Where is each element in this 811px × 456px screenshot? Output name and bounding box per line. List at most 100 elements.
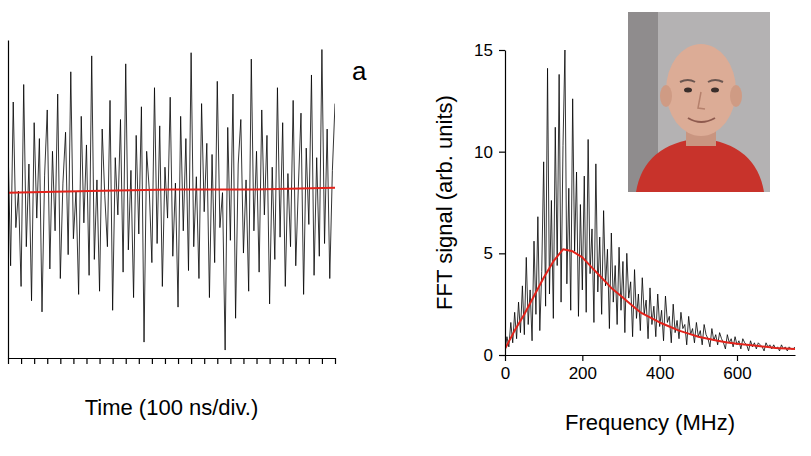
x-tick [21, 358, 22, 364]
x-tick-mark [309, 358, 310, 364]
x-tick [86, 358, 87, 364]
panel: Time (100 ns/div.) a [8, 41, 367, 421]
x-tick [8, 358, 9, 364]
x-tick-mark [660, 355, 661, 361]
signal-line [8, 50, 335, 351]
x-tick-mark [165, 358, 166, 364]
y-tick-label: 5 [484, 244, 493, 263]
x-tick-mark [256, 358, 257, 364]
y-tick-mark [499, 355, 505, 356]
x-tick [217, 358, 218, 364]
y-axis [8, 41, 9, 359]
x-tick [34, 358, 35, 364]
x-tick: 400 [646, 355, 674, 383]
x-tick [283, 358, 284, 364]
x-tick-mark [335, 358, 336, 364]
x-tick [152, 358, 153, 364]
x-tick [204, 358, 205, 364]
inset-photo [628, 12, 770, 192]
x-tick-mark [217, 358, 218, 364]
y-axis-line [505, 51, 506, 356]
x-axis-line [9, 358, 336, 359]
x-tick [322, 358, 323, 364]
chart-root: Time (100 ns/div.) a 0 200 400 600 0 5 10 15 Frequ… [0, 0, 811, 456]
x-tick-mark [230, 358, 231, 364]
x-tick-mark [86, 358, 87, 364]
x-tick-label: 600 [723, 364, 751, 383]
x-tick: 600 [723, 355, 751, 383]
y-tick-mark [499, 253, 505, 254]
x-tick [60, 358, 61, 364]
x-tick [139, 358, 140, 364]
x-tick-mark [737, 355, 738, 361]
x-tick-mark [178, 358, 179, 364]
x-tick [296, 358, 297, 364]
x-tick-mark [126, 358, 127, 364]
photo-nose [698, 92, 705, 109]
x-axis [9, 358, 336, 364]
x-tick-mark [204, 358, 205, 364]
x-tick-mark [73, 358, 74, 364]
x-tick-mark [582, 355, 583, 361]
photo-background [628, 12, 770, 192]
y-tick: 15 [474, 41, 505, 60]
x-tick-label: 400 [646, 364, 674, 383]
x-tick-label: 200 [569, 364, 597, 383]
x-tick [178, 358, 179, 364]
x-tick-mark [139, 358, 140, 364]
y-tick: 10 [474, 143, 505, 162]
x-tick-mark [60, 358, 61, 364]
y-tick-mark [499, 152, 505, 153]
photo-head [666, 44, 736, 136]
smoothed-line [505, 249, 795, 349]
y-axis-line [8, 41, 9, 359]
x-tick [257, 358, 258, 364]
x-axis: 0 200 400 600 [501, 355, 796, 383]
x-tick [73, 358, 74, 364]
panel: 0 200 400 600 0 5 10 15 Frequency (MHz) FFT signa… [432, 12, 796, 435]
x-tick [47, 358, 48, 364]
photo-mouth [688, 118, 715, 122]
x-tick-mark [191, 358, 192, 364]
x-tick [309, 358, 310, 364]
y-tick-label: 10 [474, 143, 493, 162]
chart-svg: Time (100 ns/div.) a 0 200 400 600 0 5 10 15 Frequ… [0, 0, 811, 456]
x-tick [165, 358, 166, 364]
x-tick [100, 358, 101, 364]
x-tick [243, 358, 244, 364]
x-tick-mark [21, 358, 22, 364]
x-tick-mark [322, 358, 323, 364]
x-tick-mark [270, 358, 271, 364]
x-tick: 0 [501, 355, 510, 383]
x-tick [126, 358, 127, 364]
x-axis-title: Time (100 ns/div.) [85, 395, 259, 420]
x-tick [270, 358, 271, 364]
x-tick-mark [47, 358, 48, 364]
x-tick-mark [99, 358, 100, 364]
x-tick-mark [8, 358, 9, 364]
y-tick-label: 15 [474, 41, 493, 60]
x-axis-line [506, 355, 796, 356]
x-tick-mark [152, 358, 153, 364]
y-tick-label: 0 [484, 346, 493, 365]
y-axis: 0 5 10 15 [474, 41, 505, 365]
x-tick-mark [113, 358, 114, 364]
x-tick-mark [34, 358, 35, 364]
y-axis-title: FFT signal (arb. units) [432, 95, 457, 310]
x-tick: 200 [569, 355, 597, 383]
x-tick-mark [296, 358, 297, 364]
smoothed-line [8, 188, 335, 193]
y-tick-mark [499, 50, 505, 51]
photo-ear [660, 85, 672, 107]
photo-eye [684, 88, 692, 93]
x-tick [335, 358, 336, 364]
panel-letter: a [352, 56, 367, 86]
y-tick: 5 [484, 244, 505, 263]
x-tick [191, 358, 192, 364]
y-tick: 0 [484, 346, 505, 365]
plot-area [8, 50, 335, 351]
x-axis-title: Frequency (MHz) [565, 410, 735, 435]
x-tick-label: 0 [501, 364, 510, 383]
x-tick [113, 358, 114, 364]
x-tick-mark [505, 355, 506, 361]
